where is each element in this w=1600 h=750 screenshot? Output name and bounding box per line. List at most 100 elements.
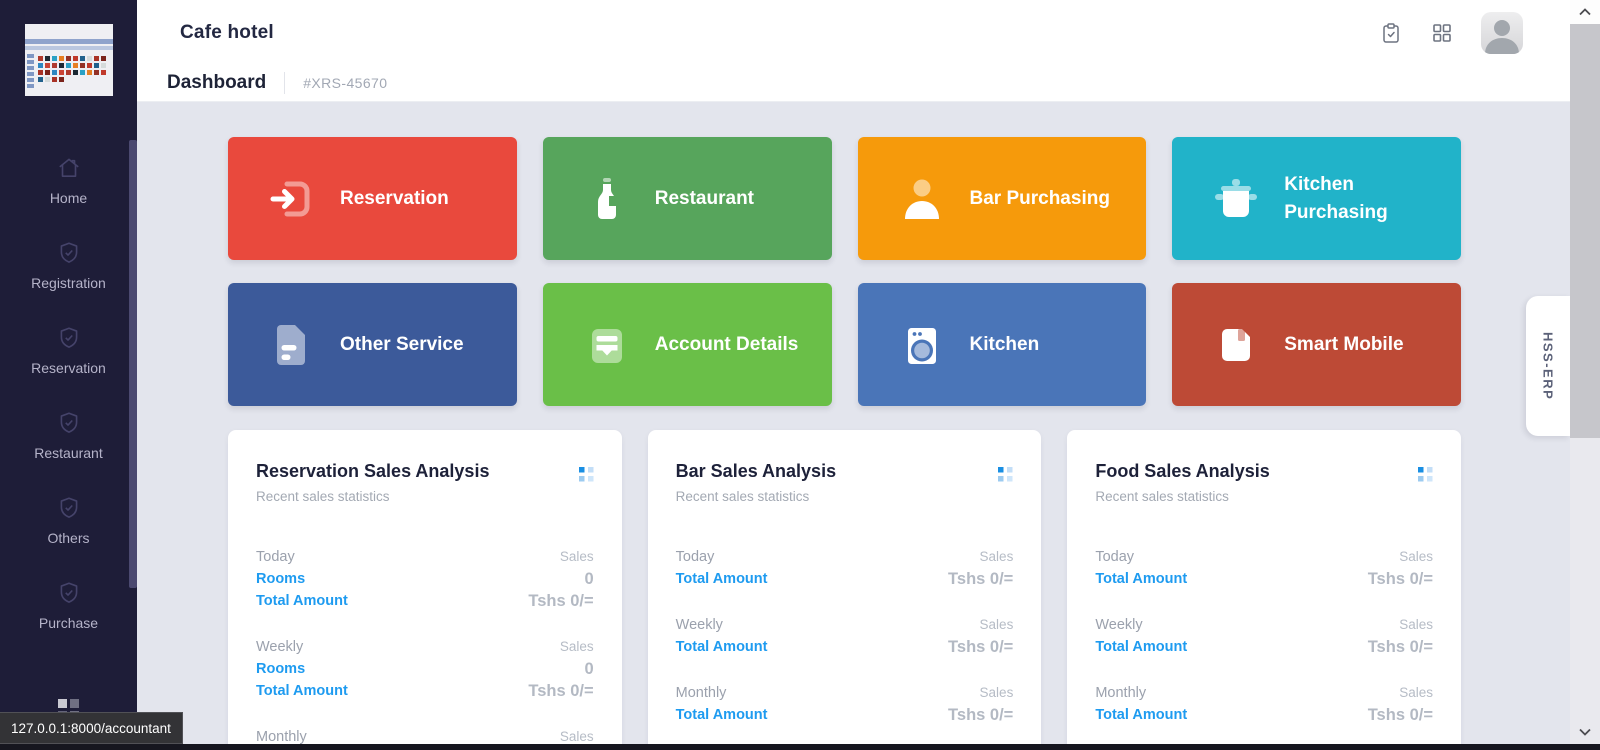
sales-row-weekly: Weekly Total Amount Sales Tshs 0/= bbox=[676, 614, 1014, 658]
sales-value: Tshs 0/= bbox=[948, 638, 1014, 656]
cooking-pot-icon bbox=[1212, 175, 1260, 223]
card-bar-sales-analysis: Bar Sales Analysis Recent sales statistic… bbox=[647, 430, 1042, 750]
tile-label: Smart Mobile bbox=[1284, 333, 1404, 355]
sidebar-scrollbar-thumb[interactable] bbox=[129, 140, 137, 588]
sales-label: Sales bbox=[979, 549, 1014, 564]
tile-account-details[interactable]: Account Details bbox=[542, 283, 832, 406]
sidebar-item-others[interactable]: Others bbox=[0, 478, 137, 563]
card-rows: Today Rooms Total Amount Sales 0 Tshs 0/= Week… bbox=[256, 546, 594, 750]
link-total-amount[interactable]: Total Amount bbox=[675, 571, 768, 587]
sidebar-item-purchase[interactable]: Purchase bbox=[0, 563, 137, 648]
shield-check-icon bbox=[56, 410, 82, 436]
sales-value: Tshs 0/= bbox=[1367, 570, 1433, 588]
hss-erp-tab-label: HSS-ERP bbox=[1540, 331, 1556, 401]
link-total-amount[interactable]: Total Amount bbox=[675, 707, 768, 723]
sales-value: 0 bbox=[584, 660, 594, 678]
card-rows: Today Total Amount Sales Tshs 0/= Weekly Tota… bbox=[676, 546, 1014, 750]
sidebar-item-restaurant[interactable]: Restaurant bbox=[0, 393, 137, 478]
sidebar-item-label: Purchase bbox=[38, 615, 99, 631]
sidebar-item-home[interactable]: Home bbox=[0, 138, 137, 223]
sidebar-item-registration[interactable]: Registration bbox=[0, 223, 137, 308]
tile-smart-mobile[interactable]: Smart Mobile bbox=[1172, 283, 1461, 406]
period-label: Monthly bbox=[675, 685, 727, 701]
sales-value: Tshs 0/= bbox=[948, 706, 1014, 724]
apps-grid-icon[interactable] bbox=[1430, 21, 1454, 45]
link-rooms[interactable]: Rooms bbox=[256, 661, 306, 677]
hss-erp-tab[interactable]: HSS-ERP bbox=[1526, 296, 1570, 436]
tile-restaurant[interactable]: Restaurant bbox=[542, 137, 832, 260]
shield-check-icon bbox=[56, 240, 82, 266]
period-label: Today bbox=[675, 549, 715, 565]
card-menu-icon[interactable] bbox=[998, 467, 1013, 487]
breadcrumb-page: Dashboard bbox=[167, 72, 267, 93]
tile-other-service[interactable]: Other Service bbox=[228, 283, 517, 406]
tile-label: Kitchen bbox=[969, 333, 1040, 355]
browser-scrollbar[interactable] bbox=[1570, 0, 1600, 750]
link-total-amount[interactable]: Total Amount bbox=[1095, 571, 1188, 587]
period-label: Weekly bbox=[1095, 617, 1143, 633]
person-icon bbox=[898, 175, 946, 223]
tile-label: Other Service bbox=[340, 333, 464, 355]
bottle-icon bbox=[583, 175, 631, 223]
login-arrow-icon bbox=[268, 175, 316, 223]
period-label: Today bbox=[256, 549, 295, 565]
window-bottom-edge bbox=[0, 744, 1600, 750]
tile-bar-purchasing[interactable]: Bar Purchasing bbox=[857, 137, 1147, 260]
card-subtitle: Recent sales statistics bbox=[1095, 489, 1229, 504]
sales-row-today: Today Rooms Total Amount Sales 0 Tshs 0/= bbox=[256, 546, 594, 612]
sales-label: Sales bbox=[559, 549, 594, 564]
card-menu-icon[interactable] bbox=[578, 467, 594, 487]
period-label: Monthly bbox=[256, 729, 307, 745]
breadcrumb: Dashboard #XRS-45670 bbox=[137, 65, 1570, 102]
tile-label: Bar Purchasing bbox=[969, 187, 1110, 209]
archive-icon bbox=[583, 321, 631, 369]
user-avatar[interactable] bbox=[1481, 11, 1523, 54]
sales-label: Sales bbox=[979, 617, 1014, 632]
header: Cafe hotel bbox=[137, 0, 1570, 65]
sales-row-weekly: Weekly Rooms Total Amount Sales 0 Tshs 0/= bbox=[256, 636, 594, 702]
sales-cards: Reservation Sales Analysis Recent sales s… bbox=[228, 430, 1461, 750]
clipboard-check-icon[interactable] bbox=[1379, 21, 1403, 45]
sidebar-item-label: Others bbox=[47, 530, 90, 546]
tile-reservation[interactable]: Reservation bbox=[228, 137, 517, 260]
scrollbar-up-arrow-icon[interactable] bbox=[1570, 0, 1600, 24]
washing-machine-icon bbox=[898, 321, 946, 369]
shield-check-icon bbox=[56, 495, 82, 521]
scrollbar-down-arrow-icon[interactable] bbox=[1570, 722, 1600, 742]
sales-row-weekly: Weekly Total Amount Sales Tshs 0/= bbox=[1095, 614, 1433, 658]
save-icon bbox=[1212, 321, 1260, 369]
card-subtitle: Recent sales statistics bbox=[256, 489, 390, 504]
tile-label: Kitchen Purchasing bbox=[1284, 173, 1388, 223]
tile-kitchen[interactable]: Kitchen bbox=[857, 283, 1147, 406]
sales-label: Sales bbox=[1399, 685, 1433, 700]
sales-label: Sales bbox=[1399, 617, 1433, 632]
period-label: Weekly bbox=[675, 617, 723, 633]
shield-check-icon bbox=[56, 580, 82, 606]
link-total-amount[interactable]: Total Amount bbox=[256, 683, 348, 699]
sales-value: Tshs 0/= bbox=[1367, 638, 1433, 656]
tile-label: Reservation bbox=[340, 187, 449, 209]
tile-label: Restaurant bbox=[654, 187, 754, 209]
document-icon bbox=[268, 321, 316, 369]
sidebar-item-label: Registration bbox=[31, 275, 106, 291]
sales-value: Tshs 0/= bbox=[948, 570, 1014, 588]
period-label: Monthly bbox=[1095, 685, 1147, 701]
sidebar-item-reservation[interactable]: Reservation bbox=[0, 308, 137, 393]
link-total-amount[interactable]: Total Amount bbox=[675, 639, 768, 655]
scrollbar-thumb[interactable] bbox=[1570, 24, 1600, 438]
link-total-amount[interactable]: Total Amount bbox=[1095, 639, 1188, 655]
tile-kitchen-purchasing[interactable]: Kitchen Purchasing bbox=[1172, 137, 1461, 260]
link-rooms[interactable]: Rooms bbox=[256, 571, 306, 587]
sales-value: Tshs 0/= bbox=[528, 682, 594, 700]
sales-row-monthly: Monthly Total Amount Sales Tshs 0/= bbox=[676, 682, 1014, 726]
page-title: Cafe hotel bbox=[180, 21, 274, 43]
app-logo bbox=[24, 24, 113, 96]
period-label: Today bbox=[1095, 549, 1135, 565]
link-total-amount[interactable]: Total Amount bbox=[1095, 707, 1188, 723]
card-menu-icon[interactable] bbox=[1417, 467, 1433, 487]
status-url-tooltip: 127.0.0.1:8000/accountant bbox=[0, 712, 183, 744]
link-total-amount[interactable]: Total Amount bbox=[256, 593, 348, 609]
sidebar-item-label: Reservation bbox=[31, 360, 106, 376]
